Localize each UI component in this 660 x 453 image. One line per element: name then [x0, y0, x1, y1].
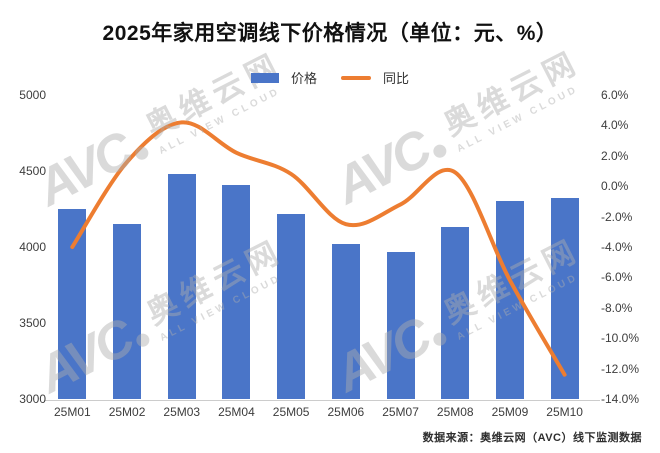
x-axis-label: 25M09 — [491, 405, 529, 419]
right-axis-tick: -2.0% — [601, 209, 633, 224]
left-axis-tick: 4500 — [19, 164, 46, 178]
x-axis-line — [44, 400, 600, 401]
right-axis-tick: -4.0% — [601, 240, 633, 254]
bar-25M08 — [441, 227, 470, 399]
bar-25M07 — [386, 251, 415, 399]
left-axis-tick: 3000 — [19, 392, 46, 406]
bar-25M06 — [331, 243, 360, 399]
bar-25M03 — [167, 174, 196, 399]
chart-legend: 价格 同比 — [0, 68, 660, 87]
yoy-line — [70, 120, 567, 377]
x-axis-label: 25M07 — [382, 405, 419, 419]
x-axis-label: 25M06 — [327, 405, 365, 419]
bar-25M04 — [222, 184, 251, 399]
right-axis-tick: -12.0% — [601, 361, 640, 376]
bar-25M10 — [550, 198, 579, 399]
left-axis-tick: 4000 — [19, 240, 46, 254]
x-axis-label: 25M03 — [163, 405, 201, 419]
bar-25M02 — [113, 224, 142, 399]
right-axis-tick: -14.0% — [601, 392, 640, 406]
right-axis-tick: 6.0% — [601, 88, 629, 102]
x-axis-label: 25M02 — [108, 405, 146, 419]
right-axis-tick: 2.0% — [601, 148, 629, 163]
legend-yoy-label: 同比 — [383, 71, 410, 86]
x-axis-label: 25M10 — [546, 405, 583, 419]
data-source: 数据来源：奥维云网（AVC）线下监测数据 — [422, 432, 642, 444]
x-axis-label: 25M01 — [53, 405, 91, 419]
x-axis-label: 25M04 — [218, 405, 255, 419]
right-axis-tick: 0.0% — [601, 179, 629, 194]
legend-price-label: 价格 — [290, 71, 317, 86]
right-axis-tick: 4.0% — [601, 118, 629, 133]
bar-25M01 — [58, 209, 87, 399]
legend-price-swatch-icon — [250, 72, 279, 83]
x-axis-label: 25M05 — [272, 405, 310, 419]
chart-title: 2025年家用空调线下价格情况（单位：元、%） — [102, 22, 558, 45]
legend-yoy-swatch-icon — [341, 75, 371, 80]
bar-25M05 — [277, 213, 306, 399]
left-axis-tick: 3500 — [19, 316, 46, 330]
left-axis-tick: 5000 — [19, 88, 46, 102]
x-axis-label: 25M08 — [436, 405, 474, 419]
right-axis-tick: -6.0% — [601, 270, 633, 285]
right-axis-tick: -10.0% — [601, 331, 640, 346]
bar-25M09 — [495, 201, 524, 399]
right-axis-tick: -8.0% — [601, 300, 633, 315]
